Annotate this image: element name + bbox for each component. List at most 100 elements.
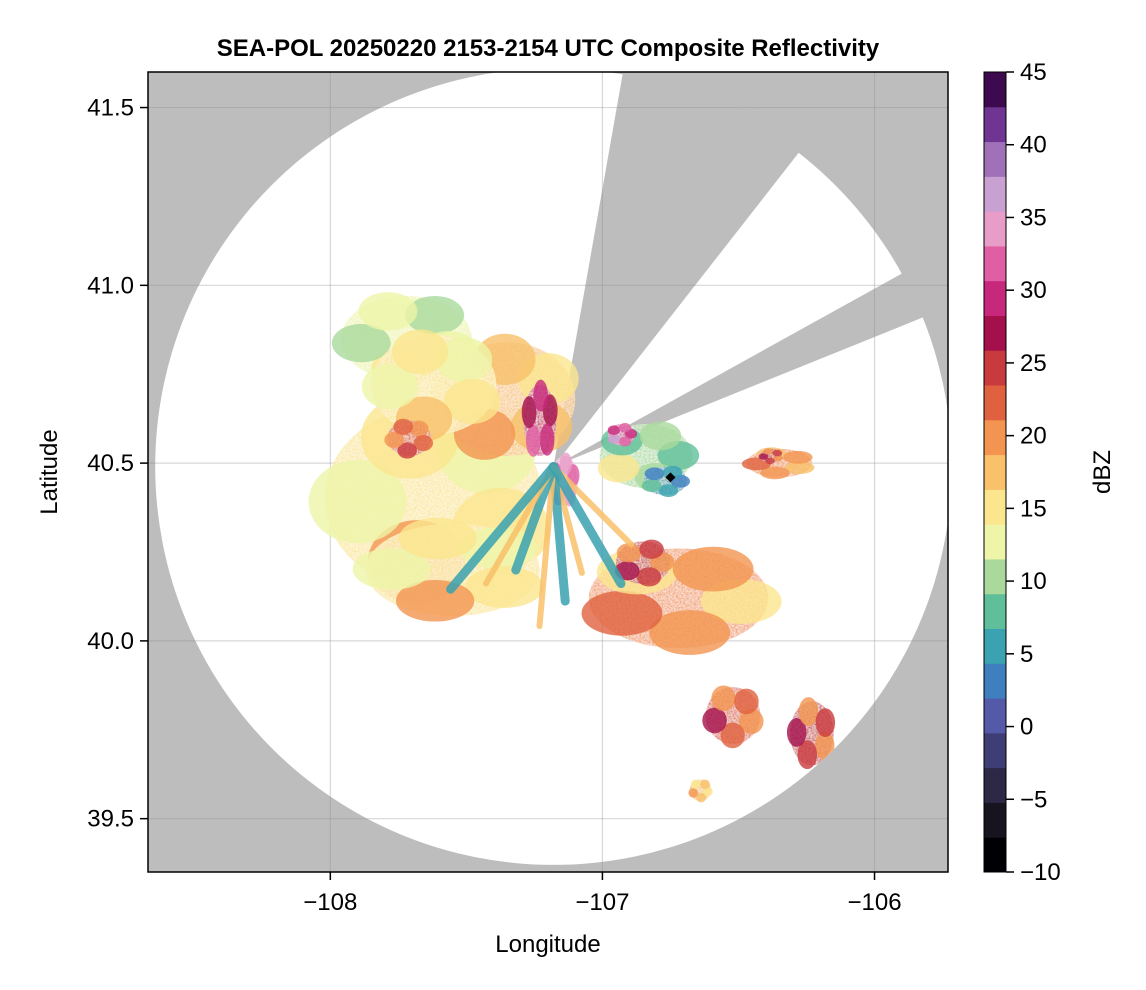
x-axis-ticks: −108 −107 −106 [303,872,902,916]
colorbar-label: dBZ [1089,450,1116,494]
colorbar-segment [984,385,1006,421]
colorbar-segment [984,211,1006,247]
colorbar-segment [984,454,1006,490]
colorbar-tick-label: 35 [1020,204,1047,231]
echo-spoke [548,462,570,606]
echo-blob [413,435,434,452]
colorbar-segment [984,698,1006,734]
x-tick-label: −108 [303,889,357,916]
echo-blob [649,610,731,655]
echo-blob [358,292,418,331]
echo-blob [772,449,783,457]
colorbar-segment [984,245,1006,282]
echo-blob [607,425,620,435]
echo-blob [525,424,541,457]
echo-blob [672,546,754,592]
echo-blob [352,548,432,590]
echo-blob [783,450,813,464]
echo-blob [435,337,493,383]
echo-blob [618,436,632,447]
echo-western-mass-south [352,517,544,622]
y-axis-ticks: 39.5 40.0 40.5 41.0 41.5 [87,95,148,833]
echo-blob [688,788,699,798]
y-axis-label: Latitude [36,429,63,514]
colorbar-tick-label: 45 [1020,59,1047,86]
echo-blob [773,454,783,462]
colorbar-tick-label: 15 [1020,495,1047,522]
echo-east-sector-core [607,422,638,447]
colorbar-tick-label: 20 [1020,423,1047,450]
colorbar-segment [984,280,1006,316]
echo-north-core [521,379,558,457]
colorbar-tick-label: 30 [1020,277,1047,304]
plot-frame [147,71,949,873]
echo-blob [618,422,632,433]
echo-far-east-core [758,448,783,465]
echo-blob [444,379,501,424]
echo-blob [797,740,818,770]
colorbar-tick-label: 10 [1020,568,1047,595]
echo-spoke [446,462,558,594]
site-marker-diamond [665,472,676,483]
echo-blob [658,484,679,497]
echo-blob [700,779,710,790]
echo-blob [739,708,764,735]
echo-blob [798,697,819,726]
echo-west-core [384,418,434,459]
echo-blob [641,479,662,493]
colorbar-segment [984,593,1006,630]
echo-blob [786,717,807,747]
y-tick-label: 41.0 [87,272,134,299]
echo-blob [814,731,835,761]
echo-blob [465,566,544,608]
colorbar-segment [984,767,1006,803]
echo-blob [398,517,477,560]
colorbar-tick-label: 0 [1020,714,1033,741]
x-tick-label: −106 [847,889,901,916]
echo-spoke [511,462,558,575]
echo-blob [405,295,465,335]
echo-blob [690,779,701,790]
colorbar-segment [984,837,1006,873]
echo-blob [384,431,404,448]
echo-blob [763,448,774,455]
echo-blob [760,466,790,480]
colorbar-tick-label: 5 [1020,641,1033,668]
echo-blob [361,364,419,409]
echo-blob [696,792,707,803]
echo-blob [616,543,642,563]
echo-spoke [548,462,626,589]
colorbar-segment [984,802,1006,838]
echo-south-small-cell [688,779,713,803]
colorbar-ticks: −10 −5 0 5 10 15 20 25 30 35 40 45 [1006,59,1061,886]
reflectivity-echoes [308,292,836,803]
echo-blob [391,329,449,375]
echo-blob [639,421,682,451]
colorbar-segment [984,141,1006,177]
echo-blob [331,323,391,363]
blocked-sector-1 [553,72,811,467]
echo-blob [785,461,815,474]
echo-east-weak [641,465,691,497]
echo-blob [734,688,759,715]
echo-southeast-band-core [615,539,675,587]
echo-radial-spokes [446,462,635,630]
chart-title: SEA-POL 20250220 2153-2154 UTC Composite… [217,35,880,62]
colorbar-segment [984,315,1006,351]
echo-blob [533,379,549,412]
echo-blob [539,423,555,456]
colorbar-segment [984,419,1006,456]
y-tick-label: 39.5 [87,806,134,833]
echo-southeast-cell-b [786,697,836,770]
echo-blob [815,708,836,738]
colorbar-segment [984,106,1006,143]
echo-blob [393,418,413,435]
echo-blob [639,539,664,559]
echo-blob [521,396,537,429]
colorbar-segment [984,663,1006,699]
colorbar-tick-label: 40 [1020,132,1047,159]
echo-blob [597,453,640,483]
x-tick-label: −107 [575,889,629,916]
colorbar-segment [984,72,1006,108]
blocked-sector-2 [553,263,942,467]
